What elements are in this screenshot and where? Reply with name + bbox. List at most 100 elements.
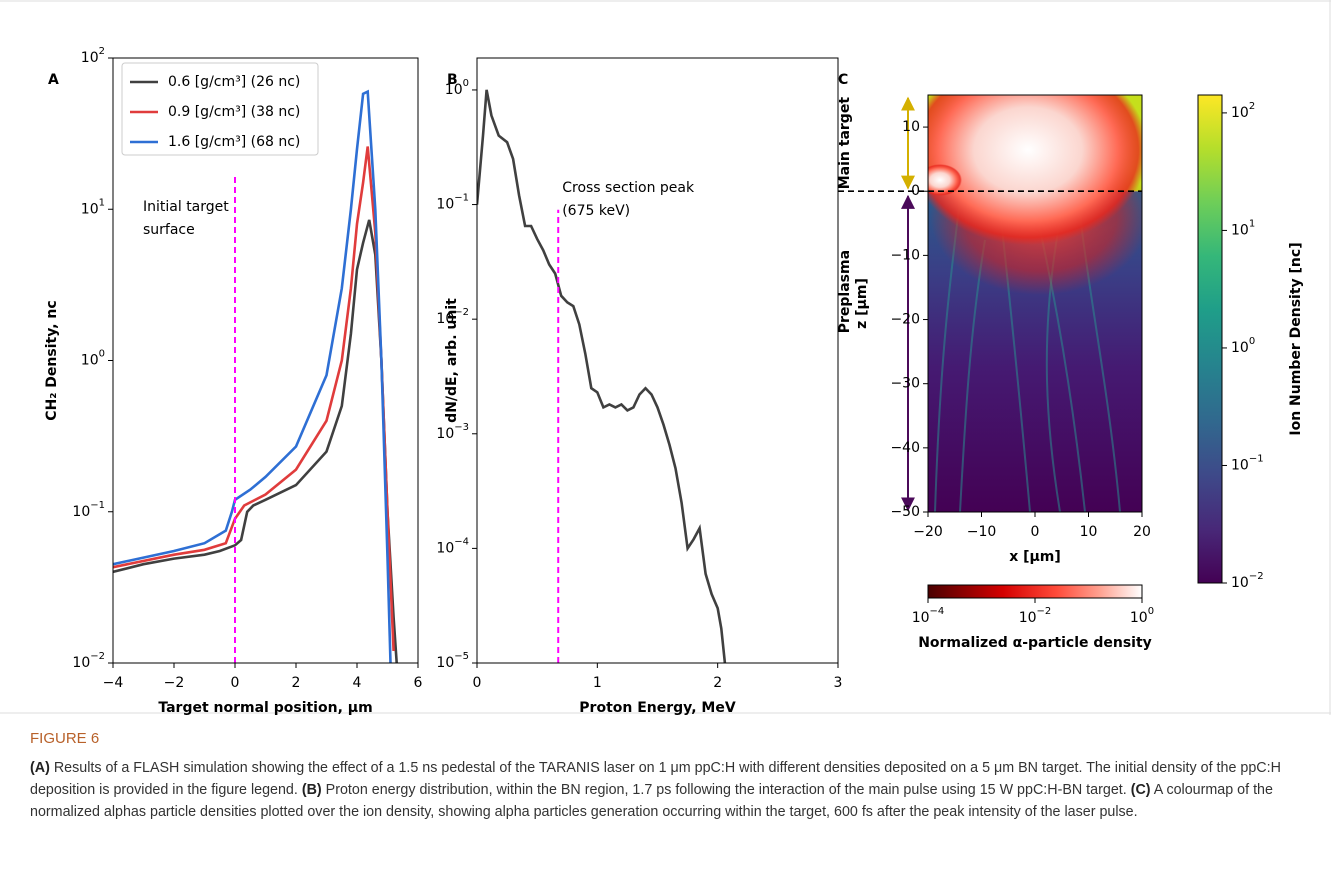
y-tick-label-exponent: −1 bbox=[90, 500, 105, 511]
x-tick-label: 0 bbox=[473, 675, 482, 691]
y-tick-label-exponent: 1 bbox=[99, 197, 105, 208]
y-tick-label: −40 bbox=[890, 440, 920, 456]
y-tick-label-exponent: −1 bbox=[454, 193, 469, 204]
caption-block: FIGURE 6 (A) Results of a FLASH simulati… bbox=[30, 730, 1310, 823]
y-tick-label: 10−1 bbox=[72, 500, 105, 520]
caption: (A) Results of a FLASH simulation showin… bbox=[30, 757, 1310, 823]
series-line bbox=[477, 89, 727, 663]
x-tick-label: 4 bbox=[353, 675, 362, 691]
axes-frame bbox=[476, 57, 839, 664]
colorbar-tick-label-base: 10 bbox=[1130, 610, 1148, 626]
colorbar-tick-label: 10−2 bbox=[1019, 606, 1052, 626]
y-axis-label: dN/dE, arb. unit bbox=[444, 298, 460, 423]
x-tick-label: 10 bbox=[1080, 524, 1098, 540]
y-tick-label: −50 bbox=[890, 504, 920, 520]
y-tick-label: 10−5 bbox=[436, 651, 469, 671]
y-tick-label-exponent: −4 bbox=[454, 536, 469, 547]
colorbar-tick-label: 10−4 bbox=[912, 606, 945, 626]
colorbar-tick-label-exponent: 1 bbox=[1249, 218, 1255, 229]
x-tick-label: 20 bbox=[1133, 524, 1151, 540]
colorbar-label: Normalized α-particle density bbox=[918, 635, 1152, 651]
plot-area bbox=[477, 58, 838, 663]
x-tick-label: −2 bbox=[164, 675, 185, 691]
colorbar-tick-label-base: 10 bbox=[1231, 222, 1249, 238]
colorbar-tick-label: 100 bbox=[1130, 606, 1154, 626]
y-tick-label: 102 bbox=[81, 46, 105, 66]
y-tick-label-exponent: −5 bbox=[454, 651, 469, 662]
legend-label: 0.9 [g/cm³] (38 nc) bbox=[168, 104, 300, 120]
y-tick-label-base: 10 bbox=[436, 540, 454, 556]
y-tick-label: 10−1 bbox=[436, 193, 469, 213]
annotation: Initial target bbox=[143, 199, 229, 215]
colorbar-tick-label-base: 10 bbox=[1231, 340, 1249, 356]
y-tick-label: −20 bbox=[890, 312, 920, 328]
legend-label: 0.6 [g/cm³] (26 nc) bbox=[168, 74, 300, 90]
x-tick-label: −20 bbox=[913, 524, 943, 540]
y-tick-label-base: 10 bbox=[436, 426, 454, 442]
colorbar-tick-label-exponent: −4 bbox=[930, 606, 945, 617]
panel-letter: B bbox=[447, 72, 458, 88]
y-tick-label: 100 bbox=[445, 78, 469, 98]
colorbar-tick-label-exponent: −1 bbox=[1249, 453, 1264, 464]
colorbar-tick-label-base: 10 bbox=[1231, 457, 1249, 473]
y-tick-label-base: 10 bbox=[72, 655, 90, 671]
y-axis-label: CH₂ Density, nc bbox=[44, 300, 60, 420]
y-tick-label-exponent: 0 bbox=[463, 78, 469, 89]
y-axis-label: z [μm] bbox=[854, 278, 870, 329]
colorbar-tick-label-base: 10 bbox=[1231, 105, 1249, 121]
colorbar bbox=[927, 584, 1143, 599]
series-line bbox=[113, 89, 392, 663]
x-tick-label: 3 bbox=[834, 675, 843, 691]
colorbar-tick-label: 101 bbox=[1231, 218, 1255, 238]
caption-tag: (B) bbox=[301, 782, 322, 798]
annotation: Cross section peak bbox=[562, 180, 695, 196]
caption-tag: (C) bbox=[1130, 782, 1151, 798]
colorbar-tick-label-exponent: 0 bbox=[1148, 606, 1154, 617]
y-tick-label: 10−4 bbox=[436, 536, 469, 556]
y-tick-label-exponent: −3 bbox=[454, 422, 469, 433]
density-map bbox=[928, 95, 1142, 512]
caption-text: A colourmap of the normalized alphas par… bbox=[30, 782, 1273, 820]
figure-label: FIGURE 6 bbox=[30, 730, 100, 747]
y-tick-label: 10 bbox=[902, 119, 920, 135]
y-tick-label: 100 bbox=[81, 349, 105, 369]
colorbar-tick-label: 10−1 bbox=[1231, 453, 1264, 473]
x-tick-label: −10 bbox=[967, 524, 997, 540]
y-tick-label-base: 10 bbox=[436, 197, 454, 213]
x-tick-label: 6 bbox=[414, 675, 423, 691]
annotation: surface bbox=[143, 222, 195, 238]
y-tick-label: 0 bbox=[911, 183, 920, 199]
x-axis-label: x [μm] bbox=[1009, 549, 1061, 565]
colorbar-tick-label-base: 10 bbox=[1019, 610, 1037, 626]
colorbar-tick-label-base: 10 bbox=[1231, 575, 1249, 591]
y-tick-label-exponent: 2 bbox=[99, 46, 105, 57]
x-tick-label: 2 bbox=[292, 675, 301, 691]
legend-label: 1.6 [g/cm³] (68 nc) bbox=[168, 134, 300, 150]
caption-text: Proton energy distribution, within the B… bbox=[321, 782, 1131, 798]
x-tick-label: 0 bbox=[231, 675, 240, 691]
region-label: Main target bbox=[837, 97, 853, 190]
alpha-edge bbox=[928, 164, 962, 196]
alpha-core bbox=[928, 95, 1142, 245]
x-tick-label: 1 bbox=[593, 675, 602, 691]
caption-tag: (A) bbox=[30, 760, 50, 776]
colorbar-tick-label: 102 bbox=[1231, 101, 1255, 121]
colorbar bbox=[1197, 94, 1223, 584]
caption-text: Results of a FLASH simulation showing th… bbox=[30, 760, 1281, 798]
region-label: Preplasma bbox=[837, 250, 853, 333]
colorbar-tick-label-exponent: 2 bbox=[1249, 101, 1255, 112]
x-axis-label: Proton Energy, MeV bbox=[579, 700, 736, 715]
y-tick-label-base: 10 bbox=[445, 82, 463, 98]
y-tick-label: 101 bbox=[81, 197, 105, 217]
y-tick-label-base: 10 bbox=[81, 50, 99, 66]
colorbar-label: Ion Number Density [nc] bbox=[1288, 242, 1304, 435]
x-axis-label: Target normal position, μm bbox=[158, 700, 372, 715]
panel-letter: C bbox=[838, 72, 848, 88]
colorbar-tick-label-exponent: −2 bbox=[1037, 606, 1052, 617]
legend-box bbox=[121, 62, 319, 156]
y-tick-label: 10−3 bbox=[436, 422, 469, 442]
y-tick-label: 10−2 bbox=[72, 651, 105, 671]
colorbar-tick-label-base: 10 bbox=[912, 610, 930, 626]
panel-letter: A bbox=[48, 72, 59, 88]
